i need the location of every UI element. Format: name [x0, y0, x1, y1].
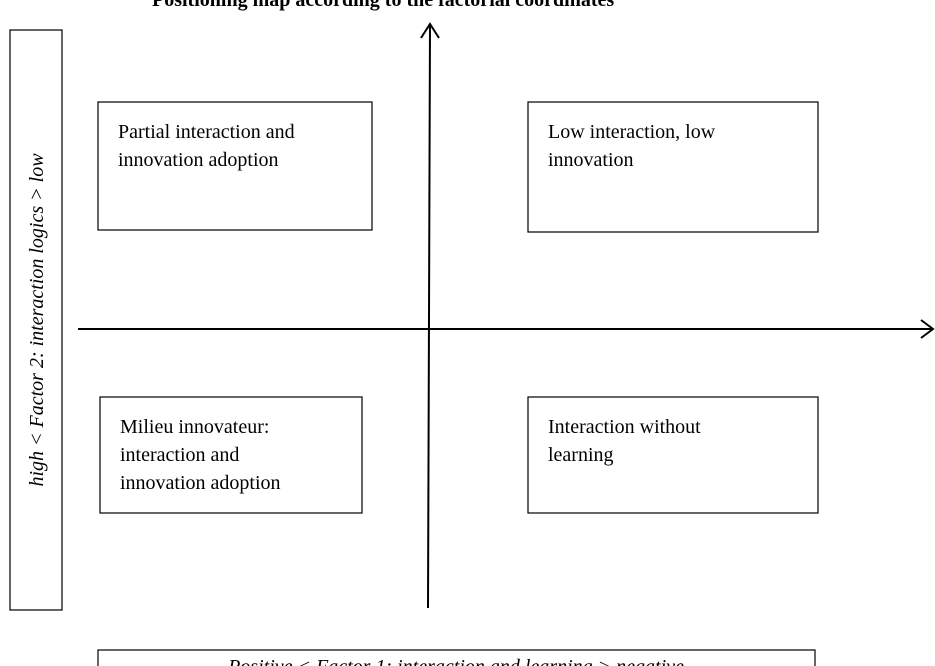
quadrant-text: interaction and — [120, 444, 239, 466]
quadrant-text: innovation adoption — [120, 472, 281, 494]
x-axis-arrow — [920, 319, 935, 339]
quadrant-box — [97, 101, 373, 231]
y-axis-arrow — [420, 22, 440, 39]
quadrant-text: innovation adoption — [118, 149, 279, 171]
y-axis-label-box — [9, 29, 63, 611]
quadrant-box — [99, 396, 363, 514]
y-axis — [427, 23, 431, 609]
quadrant-text: Partial interaction and — [118, 121, 295, 143]
x-axis-label: Positive < Factor 1: interaction and lea… — [227, 656, 684, 666]
quadrant-text: Low interaction, low — [548, 121, 716, 143]
quadrant-box — [527, 101, 819, 233]
quadrant-text: Interaction without — [548, 416, 701, 438]
y-axis-label: high < Factor 2: interaction logics > lo… — [26, 153, 48, 487]
quadrant-text: learning — [548, 444, 614, 466]
quadrant-box — [527, 396, 819, 514]
figure-title: Positioning map according to the factori… — [152, 0, 614, 11]
x-axis-label-box — [97, 649, 816, 666]
quadrant-text: innovation — [548, 149, 634, 171]
quadrant-text: Milieu innovateur: — [120, 416, 269, 438]
